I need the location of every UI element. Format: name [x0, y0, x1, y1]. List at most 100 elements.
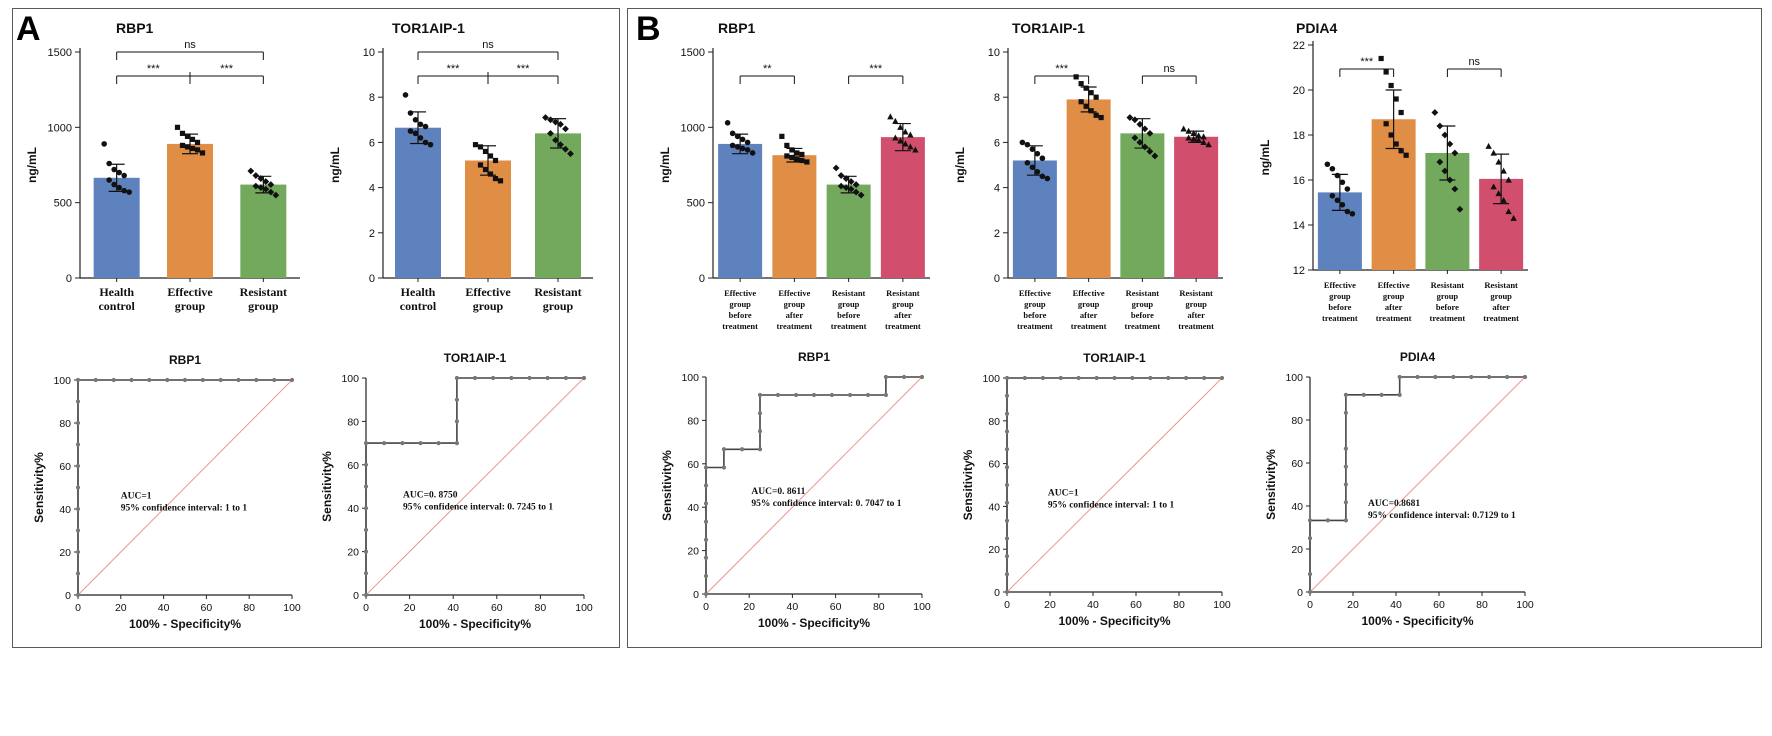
roc-point [1343, 518, 1349, 523]
category-label: treatment [1322, 313, 1358, 323]
data-point [482, 148, 489, 155]
y-tick-label: 80 [59, 418, 71, 430]
data-point [121, 187, 127, 194]
roc-point [254, 377, 259, 383]
data-point [1088, 108, 1094, 114]
data-point [1505, 176, 1512, 183]
roc-point [883, 392, 889, 398]
data-point [126, 189, 132, 195]
y-tick-label: 4 [369, 183, 375, 195]
roc-point [363, 506, 369, 511]
data-point [267, 188, 275, 196]
y-tick-label: 12 [1293, 265, 1305, 277]
data-point [1505, 208, 1512, 215]
data-point [1446, 176, 1454, 184]
data-point [789, 147, 795, 153]
y-tick-label: 0 [693, 589, 699, 601]
y-tick-label: 60 [687, 459, 699, 471]
roc-point [418, 441, 423, 446]
roc-point [703, 519, 709, 524]
data-point [1339, 179, 1346, 186]
x-tick-label: 20 [1347, 599, 1359, 611]
data-point [412, 117, 419, 123]
roc-point [289, 377, 295, 383]
data-point [842, 184, 850, 191]
category-label: Resistant [1431, 280, 1465, 290]
data-point [262, 178, 270, 185]
roc-point [363, 462, 369, 467]
data-point [1093, 112, 1099, 118]
category-label: group [248, 299, 279, 313]
chart-title: RBP1 [116, 20, 154, 36]
roc-point [1004, 411, 1010, 416]
y-tick-label: 8 [369, 92, 375, 104]
data-point [412, 130, 419, 137]
category-label: Effective [1019, 288, 1051, 298]
data-point [1334, 197, 1341, 204]
data-point [744, 147, 751, 153]
roc-point [1004, 536, 1010, 541]
data-point [1039, 155, 1046, 162]
roc-point [75, 399, 81, 404]
data-point [174, 124, 181, 130]
roc-point [1415, 374, 1420, 380]
y-tick-label: 100 [53, 375, 71, 387]
roc-point [1307, 518, 1313, 523]
data-point [1146, 129, 1154, 137]
roc-point [75, 506, 81, 512]
roc-point [829, 392, 835, 398]
chart-title: RBP1 [718, 20, 756, 36]
category-label: after [1385, 302, 1403, 312]
roc-point [1004, 518, 1010, 523]
data-point [194, 139, 201, 145]
panel-a-frame [12, 8, 620, 648]
data-point [1436, 122, 1444, 130]
roc-point [1522, 374, 1528, 380]
data-point [897, 137, 904, 144]
category-label: after [1492, 302, 1510, 312]
data-point [887, 113, 894, 120]
y-tick-label: 1500 [48, 47, 72, 59]
category-label: group [1490, 291, 1512, 301]
bar [772, 155, 817, 278]
roc-point [721, 447, 727, 452]
data-point [1485, 142, 1492, 149]
data-point [912, 146, 919, 153]
chart-title: TOR1AIP-1 [1012, 20, 1085, 36]
significance-label: ns [1468, 56, 1480, 68]
roc-point [454, 419, 460, 424]
auc-annotation: 95% confidence interval: 1 to 1 [121, 503, 248, 513]
significance-label: ns [482, 39, 494, 51]
x-tick-label: 40 [1390, 599, 1402, 611]
category-label: Resistant [1484, 280, 1518, 290]
data-point [1339, 201, 1346, 208]
data-point [257, 175, 265, 182]
x-tick-label: 60 [1433, 599, 1445, 611]
roc-point [757, 447, 763, 452]
roc-point [218, 377, 223, 383]
y-tick-label: 8 [994, 92, 1000, 104]
data-point [842, 175, 850, 182]
data-point [184, 133, 191, 139]
data-point [179, 142, 186, 149]
data-point [799, 151, 805, 158]
roc-point [757, 392, 763, 398]
data-point [1136, 120, 1144, 128]
chart-title: PDIA4 [1296, 20, 1337, 36]
roc-point [703, 537, 709, 542]
data-point [892, 134, 899, 141]
category-label: group [838, 299, 860, 309]
bar [1012, 160, 1057, 278]
roc-point [363, 549, 369, 554]
x-tick-label: 0 [75, 602, 81, 614]
data-point [247, 167, 255, 175]
category-label: before [729, 310, 752, 320]
data-point [1126, 114, 1134, 121]
data-point [1495, 190, 1502, 197]
y-tick-label: 16 [1293, 175, 1305, 187]
y-tick-label: 1500 [681, 47, 705, 59]
data-point [784, 153, 790, 159]
y-tick-label: 500 [54, 198, 72, 210]
data-point [1510, 214, 1517, 221]
data-point [1078, 81, 1084, 87]
